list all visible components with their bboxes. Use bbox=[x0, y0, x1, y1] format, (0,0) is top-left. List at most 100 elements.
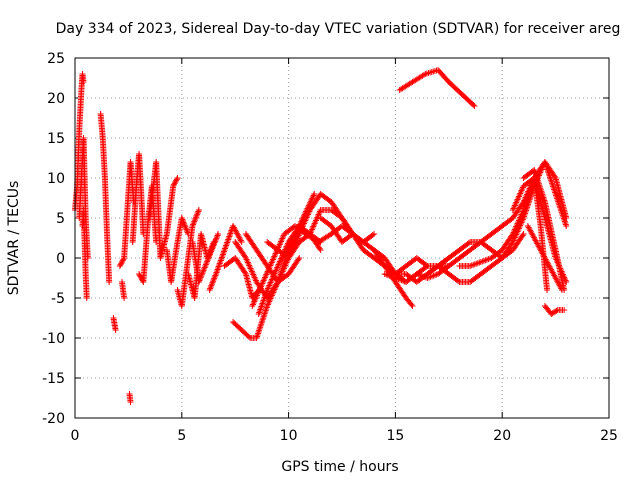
data-point-s15 bbox=[196, 277, 203, 284]
data-point-s11 bbox=[170, 181, 177, 188]
data-point-s11 bbox=[174, 175, 181, 181]
data-point-s12 bbox=[180, 219, 187, 226]
data-point-s15 bbox=[211, 239, 218, 246]
data-point-s12 bbox=[181, 220, 188, 227]
data-point-s12 bbox=[181, 222, 188, 229]
data-point-s15 bbox=[213, 233, 220, 240]
data-point-s10 bbox=[137, 273, 144, 280]
data-point-s18 bbox=[261, 310, 268, 317]
data-point-s6 bbox=[117, 261, 124, 268]
data-point-s13 bbox=[193, 212, 200, 219]
y-tick-label: 15 bbox=[47, 131, 65, 147]
x-tick-label: 5 bbox=[177, 428, 186, 444]
data-point-s18 bbox=[257, 324, 264, 331]
y-tick-label: -15 bbox=[42, 371, 65, 387]
data-point-s15 bbox=[206, 252, 213, 259]
data-point-s16 bbox=[207, 284, 214, 291]
data-point-s18 bbox=[258, 319, 265, 326]
data-point-s16 bbox=[206, 287, 213, 293]
data-point-s16 bbox=[208, 281, 215, 288]
data-point-s18 bbox=[256, 327, 263, 334]
data-point-s15 bbox=[214, 232, 221, 239]
data-point-s16 bbox=[237, 237, 244, 244]
data-point-s15 bbox=[210, 242, 217, 249]
data-point-s15 bbox=[204, 257, 211, 264]
data-point-s18 bbox=[255, 328, 262, 335]
data-point-s12 bbox=[182, 223, 189, 230]
data-point-s15 bbox=[209, 244, 216, 251]
data-point-s15 bbox=[198, 271, 205, 278]
data-point-s13 bbox=[195, 207, 202, 213]
x-axis-label: GPS time / hours bbox=[281, 459, 398, 475]
data-point-s5 bbox=[112, 327, 119, 333]
x-tick-label: 15 bbox=[386, 428, 404, 444]
data-point-s15 bbox=[204, 258, 211, 265]
chart-title: Day 334 of 2023, Sidereal Day-to-day VTE… bbox=[56, 21, 621, 37]
data-point-s18 bbox=[245, 333, 252, 340]
data-point-s15 bbox=[202, 263, 209, 269]
data-point-s16 bbox=[210, 276, 217, 283]
data-point-s18 bbox=[310, 192, 317, 199]
data-point-s15 bbox=[201, 264, 208, 271]
data-points bbox=[72, 67, 570, 405]
y-tick-label: 0 bbox=[56, 251, 65, 267]
data-point-s13 bbox=[192, 214, 199, 221]
x-tick-label: 0 bbox=[71, 428, 80, 444]
data-point-s13 bbox=[189, 223, 196, 229]
data-point-s18 bbox=[259, 318, 266, 325]
x-tick-label: 25 bbox=[600, 428, 618, 444]
data-point-s17 bbox=[241, 269, 248, 276]
data-point-s15 bbox=[195, 279, 202, 285]
data-point-s6 bbox=[118, 260, 125, 267]
data-point-s15 bbox=[206, 251, 213, 258]
data-point-s18 bbox=[307, 199, 314, 206]
data-point-s13 bbox=[192, 215, 199, 222]
data-point-s16 bbox=[238, 239, 245, 245]
grid-lines bbox=[75, 58, 609, 418]
data-point-s6 bbox=[118, 259, 125, 265]
data-point-s18 bbox=[255, 330, 262, 337]
data-point-s13 bbox=[191, 218, 198, 225]
data-point-s18 bbox=[259, 316, 266, 323]
y-tick-label: 5 bbox=[56, 211, 65, 227]
y-tick-label: 25 bbox=[47, 51, 65, 67]
data-point-s18 bbox=[311, 191, 318, 197]
data-point-s18 bbox=[260, 315, 267, 322]
data-point-s12 bbox=[179, 217, 186, 224]
data-point-s7 bbox=[121, 295, 128, 301]
data-point-s11 bbox=[170, 183, 177, 189]
data-point-s13 bbox=[191, 217, 198, 224]
data-point-s1 bbox=[80, 79, 87, 85]
data-point-s13 bbox=[190, 221, 197, 228]
data-point-s18 bbox=[260, 313, 267, 320]
data-point-s15 bbox=[197, 276, 204, 283]
data-point-s15 bbox=[212, 238, 219, 245]
data-point-s15 bbox=[205, 254, 212, 261]
x-tick-label: 20 bbox=[493, 428, 511, 444]
data-point-s34 bbox=[563, 223, 570, 229]
data-point-s3 bbox=[83, 295, 90, 301]
data-point-s6 bbox=[120, 256, 127, 263]
axis-ticks: 0 5 10 15 20 25 -20 -15 -10 -5 0 5 10 15 20 25 bbox=[42, 51, 618, 444]
y-axis-label: SDTVAR / TECUs bbox=[6, 181, 22, 296]
data-point-s15 bbox=[208, 247, 215, 253]
data-point-s18 bbox=[307, 198, 314, 205]
data-point-s6 bbox=[119, 257, 126, 264]
data-point-s18 bbox=[309, 193, 316, 200]
data-point-s15 bbox=[197, 274, 204, 281]
data-point-s11 bbox=[172, 179, 179, 185]
y-tick-label: -20 bbox=[42, 411, 65, 427]
data-point-s13 bbox=[194, 211, 201, 218]
data-point-s15 bbox=[199, 268, 206, 275]
data-point-s34 bbox=[562, 221, 569, 228]
data-point-s16 bbox=[207, 285, 214, 292]
y-tick-label: -5 bbox=[51, 291, 65, 307]
data-point-s16 bbox=[209, 279, 216, 286]
data-point-s13 bbox=[194, 209, 201, 216]
data-point-s15 bbox=[211, 241, 218, 248]
data-point-s15 bbox=[199, 270, 206, 277]
y-tick-label: 20 bbox=[47, 91, 65, 107]
data-point-s15 bbox=[208, 248, 215, 255]
data-point-s34 bbox=[562, 219, 569, 226]
data-point-s15 bbox=[209, 245, 216, 252]
